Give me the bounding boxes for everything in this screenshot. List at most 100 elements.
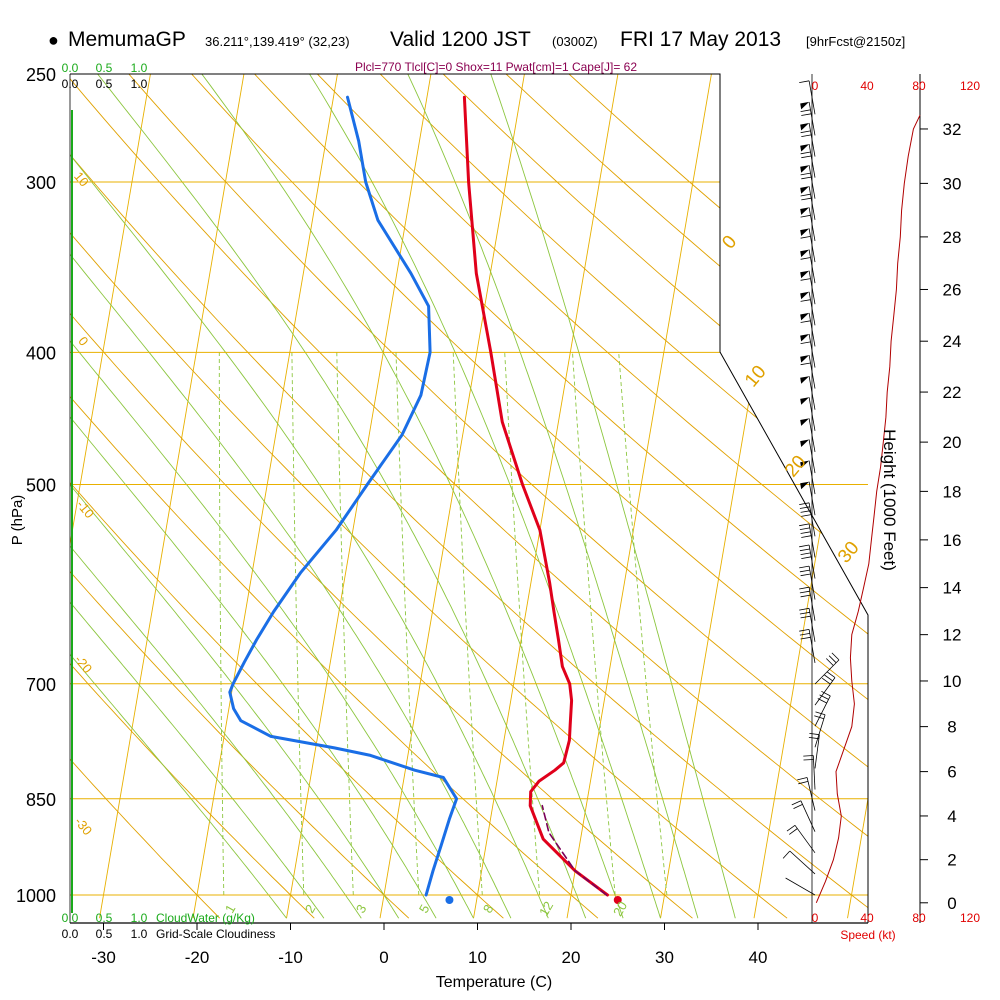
wind-barb-flag <box>782 850 791 859</box>
cloud-water-scale-top: 1.0 <box>131 61 148 75</box>
x-axis-label: Temperature (C) <box>436 974 552 991</box>
wind-barb-pennant <box>800 460 810 469</box>
station-location: 36.211°,139.419° (32,23) <box>205 34 350 49</box>
mixing-ratio-label: 12 <box>536 899 556 919</box>
moist-adiabat <box>70 74 474 919</box>
wind-barb-flag <box>801 197 812 201</box>
wind-barb-flag <box>800 172 811 176</box>
moist-adiabat <box>70 74 549 919</box>
speed-tick-label-top: 80 <box>912 79 926 93</box>
speed-tick-label-bottom: 120 <box>960 911 980 925</box>
height-tick-label: 12 <box>943 626 962 645</box>
pressure-tick-label: 300 <box>26 173 56 193</box>
wind-barb-flag <box>800 214 811 218</box>
utc-time: (0300Z) <box>552 34 598 49</box>
wind-barb-flag <box>798 781 809 785</box>
surface-temperature-dot <box>613 896 622 904</box>
moist-adiabat-label: 20 <box>781 452 811 482</box>
wind-barb-flag <box>800 109 811 112</box>
wind-barb-pennant <box>800 397 810 405</box>
cloudiness-scale-bottom: 0.5 <box>96 927 113 941</box>
wind-barb <box>814 677 836 706</box>
cloudiness-scale-top: 1.0 <box>131 77 148 91</box>
wind-barb <box>808 502 816 537</box>
moist-adiabat <box>481 74 736 919</box>
dry-adiabat <box>70 74 868 919</box>
dry-adiabat <box>418 74 868 919</box>
moist-adiabat <box>183 74 624 919</box>
temperature-line <box>462 95 609 897</box>
moist-adiabat <box>395 74 699 919</box>
height-tick-label: 10 <box>943 672 962 691</box>
moist-adiabat <box>70 74 325 919</box>
wind-barb-pennant <box>800 418 810 426</box>
wind-barb-flag <box>801 113 812 116</box>
wind-barb-flag <box>800 594 811 598</box>
x-tick-label: -20 <box>185 948 210 967</box>
mixing-ratio-label: 5 <box>416 902 433 916</box>
height-tick-label: 32 <box>943 120 962 139</box>
mixing-ratio-label: 20 <box>610 899 630 919</box>
wind-barb-flag <box>800 510 811 513</box>
wind-barb-flag <box>800 320 811 323</box>
mixing-ratio-line <box>291 352 305 896</box>
wind-barb-pennant <box>800 291 810 300</box>
wind-barb-flag <box>803 759 814 761</box>
height-tick-label: 26 <box>943 280 962 299</box>
dry-adiabat-label: 0 <box>75 334 91 349</box>
wind-barb-flag <box>800 636 811 640</box>
moist-adiabat <box>293 74 661 919</box>
wind-barb <box>808 376 816 410</box>
wind-barb-flag <box>800 341 811 344</box>
wind-barb <box>808 566 816 600</box>
wind-barb <box>808 481 816 516</box>
wind-barb-flag <box>828 655 837 664</box>
wind-barb-flag <box>821 677 831 685</box>
moist-adiabat <box>70 74 400 919</box>
x-tick-label: -10 <box>278 948 303 967</box>
wind-barb-flag <box>800 299 811 302</box>
wind-barb <box>785 877 816 896</box>
wind-barb-flag <box>801 556 812 559</box>
height-tick-label: 18 <box>943 482 962 501</box>
wind-barb-pennant <box>800 228 810 236</box>
wind-barb-flag <box>803 755 814 757</box>
dry-adiabat <box>70 74 221 919</box>
x-tick-label: 0 <box>379 948 388 967</box>
height-tick-label: 4 <box>947 807 956 826</box>
wind-barb-flag <box>799 569 810 573</box>
mixing-ratio-label: 3 <box>353 902 370 916</box>
cloud-water-scale-bottom: 0.0 <box>62 911 79 925</box>
wind-barb <box>808 523 816 558</box>
wind-barb <box>808 101 816 136</box>
wind-barb <box>789 850 816 875</box>
dry-adiabat <box>70 74 410 919</box>
dry-adiabat <box>70 74 599 919</box>
x-tick-label: 40 <box>749 948 768 967</box>
wind-barb-flag <box>786 824 796 832</box>
wind-barb <box>808 228 816 263</box>
dry-adiabat <box>356 74 868 919</box>
dry-adiabat <box>70 74 788 919</box>
x-tick-label: 20 <box>562 948 581 967</box>
wind-barb-pennant <box>800 312 810 321</box>
moist-adiabat <box>70 74 362 919</box>
wind-barb <box>808 333 816 368</box>
station-name: MemumaGP <box>68 28 186 51</box>
wind-barb <box>808 312 816 347</box>
mixing-ratio-line <box>452 352 483 896</box>
wind-barb-flag <box>800 151 811 155</box>
wind-barb <box>814 714 826 748</box>
speed-tick-label-top: 40 <box>860 79 874 93</box>
wind-barb-flag <box>801 134 812 137</box>
wind-barb-flag <box>797 777 808 781</box>
cloudiness-scale-top: 0.5 <box>96 77 113 91</box>
speed-tick-label-bottom: 40 <box>860 911 874 925</box>
dry-adiabat <box>107 74 868 919</box>
wind-barb-flag <box>799 590 810 594</box>
wind-barb <box>808 418 816 452</box>
header-bullet: ● <box>48 30 59 50</box>
wind-barb-flag <box>801 535 812 538</box>
cloud-water-scale-bottom: 1.0 <box>131 911 148 925</box>
wind-barb-pennant <box>800 207 810 215</box>
